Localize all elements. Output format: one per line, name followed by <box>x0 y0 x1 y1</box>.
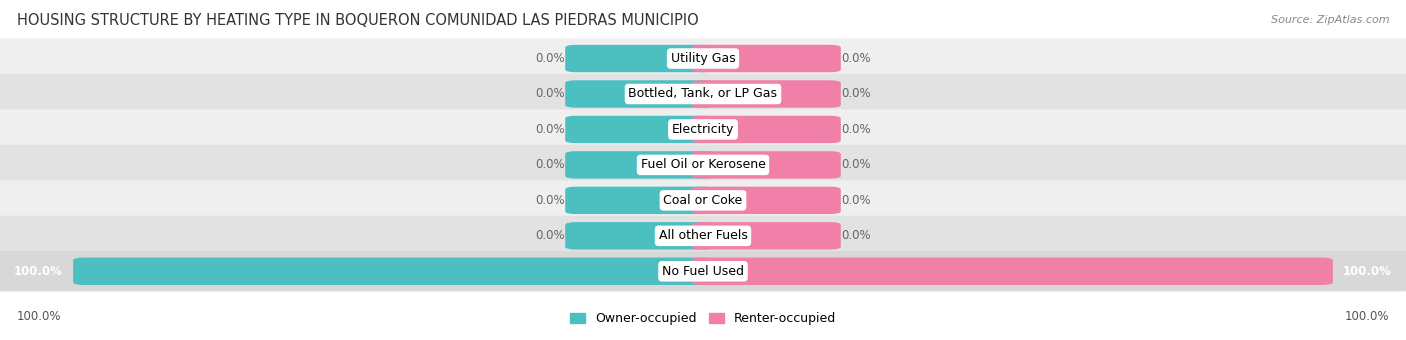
Text: No Fuel Used: No Fuel Used <box>662 265 744 278</box>
Text: 0.0%: 0.0% <box>536 52 565 65</box>
Text: 100.0%: 100.0% <box>1343 265 1392 278</box>
FancyBboxPatch shape <box>0 216 1406 256</box>
FancyBboxPatch shape <box>73 258 714 285</box>
Text: Bottled, Tank, or LP Gas: Bottled, Tank, or LP Gas <box>628 87 778 101</box>
Text: 0.0%: 0.0% <box>536 123 565 136</box>
FancyBboxPatch shape <box>565 187 714 214</box>
FancyBboxPatch shape <box>692 116 841 143</box>
Text: Utility Gas: Utility Gas <box>671 52 735 65</box>
Text: 0.0%: 0.0% <box>841 87 870 101</box>
Text: 0.0%: 0.0% <box>536 158 565 171</box>
FancyBboxPatch shape <box>0 180 1406 220</box>
Text: Electricity: Electricity <box>672 123 734 136</box>
Text: HOUSING STRUCTURE BY HEATING TYPE IN BOQUERON COMUNIDAD LAS PIEDRAS MUNICIPIO: HOUSING STRUCTURE BY HEATING TYPE IN BOQ… <box>17 13 699 28</box>
Text: 0.0%: 0.0% <box>841 52 870 65</box>
FancyBboxPatch shape <box>692 45 841 72</box>
FancyBboxPatch shape <box>565 151 714 179</box>
Text: 0.0%: 0.0% <box>536 87 565 101</box>
Text: 0.0%: 0.0% <box>841 158 870 171</box>
Legend: Owner-occupied, Renter-occupied: Owner-occupied, Renter-occupied <box>565 307 841 330</box>
FancyBboxPatch shape <box>0 38 1406 79</box>
FancyBboxPatch shape <box>0 145 1406 185</box>
Text: Fuel Oil or Kerosene: Fuel Oil or Kerosene <box>641 158 765 171</box>
Text: Source: ZipAtlas.com: Source: ZipAtlas.com <box>1271 15 1389 26</box>
FancyBboxPatch shape <box>565 45 714 72</box>
Text: 100.0%: 100.0% <box>17 310 62 323</box>
Text: 100.0%: 100.0% <box>1344 310 1389 323</box>
FancyBboxPatch shape <box>0 109 1406 150</box>
FancyBboxPatch shape <box>692 80 841 108</box>
Text: 0.0%: 0.0% <box>841 229 870 242</box>
FancyBboxPatch shape <box>0 74 1406 114</box>
Text: 0.0%: 0.0% <box>841 123 870 136</box>
FancyBboxPatch shape <box>565 80 714 108</box>
FancyBboxPatch shape <box>692 258 1333 285</box>
Text: All other Fuels: All other Fuels <box>658 229 748 242</box>
Text: 100.0%: 100.0% <box>14 265 63 278</box>
FancyBboxPatch shape <box>565 116 714 143</box>
Text: 0.0%: 0.0% <box>841 194 870 207</box>
Text: Coal or Coke: Coal or Coke <box>664 194 742 207</box>
FancyBboxPatch shape <box>565 222 714 250</box>
Text: 0.0%: 0.0% <box>536 229 565 242</box>
FancyBboxPatch shape <box>692 222 841 250</box>
FancyBboxPatch shape <box>692 151 841 179</box>
Text: 0.0%: 0.0% <box>536 194 565 207</box>
FancyBboxPatch shape <box>692 187 841 214</box>
FancyBboxPatch shape <box>0 251 1406 291</box>
